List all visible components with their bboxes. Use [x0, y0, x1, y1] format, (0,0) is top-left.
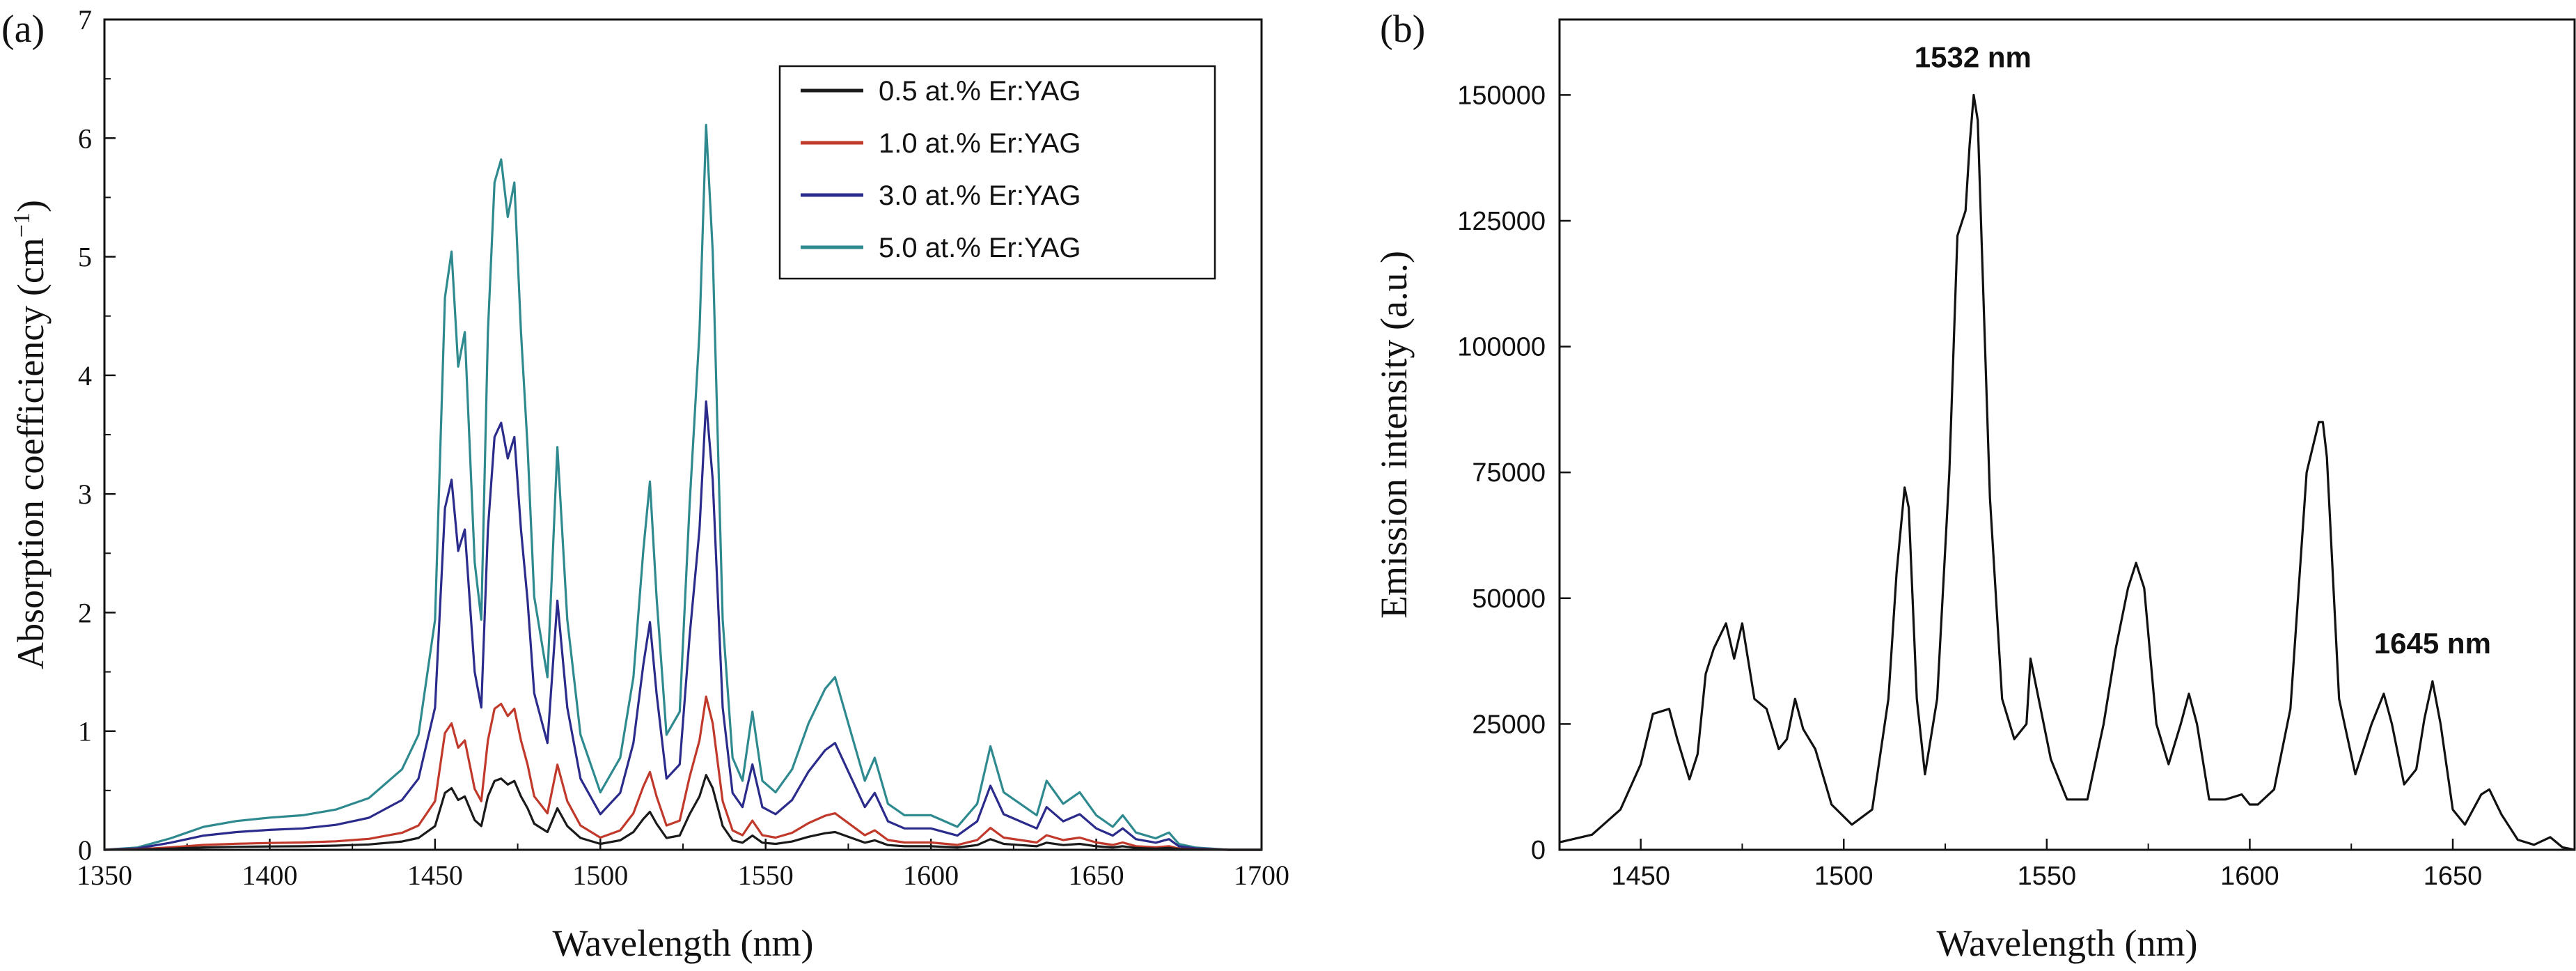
y-axis-title-a-sup: −1 [9, 212, 35, 238]
y-axis-title-a-main: Absorption coefficiency (cm [10, 238, 52, 669]
panel-b: (b) 1450 1500 1550 1600 1650 0 25000 50000 75000… [1373, 8, 2576, 964]
y-tick-label-a-2: 2 [78, 597, 92, 628]
x-tick-label-a-1450: 1450 [407, 860, 463, 891]
x-tick-label-a-1400: 1400 [242, 860, 297, 891]
legend-label-1.0: 1.0 at.% Er:YAG [879, 128, 1081, 159]
x-tick-label-b-1500: 1500 [1814, 862, 1874, 891]
plot-a-series [104, 123, 1262, 851]
x-tick-label-b-1450: 1450 [1611, 862, 1670, 891]
y-axis-title-a-close: ) [10, 200, 52, 212]
plot-b-annotations: 1532 nm 1645 nm [1915, 40, 2491, 660]
series-line-3.0-er-yag [104, 400, 1262, 851]
legend-a: 0.5 at.% Er:YAG 1.0 at.% Er:YAG 3.0 at.%… [778, 65, 1216, 280]
x-tick-label-b-1600: 1600 [2220, 862, 2279, 891]
annotation-1532-nm: 1532 nm [1915, 40, 2032, 73]
x-tick-label-a-1650: 1650 [1069, 860, 1124, 891]
series-line-1.0-er-yag [104, 695, 1262, 851]
y-tick-label-a-1: 1 [78, 716, 92, 747]
y-tick-label-b-100000: 100000 [1457, 333, 1546, 362]
panel-a: (a) 1350 1400 1450 1500 1550 1600 1650 1700 0 1 2 3… [1, 4, 1289, 964]
x-tick-label-a-1350: 1350 [77, 860, 132, 891]
y-tick-label-b-0: 0 [1531, 836, 1546, 865]
x-tick-label-b-1650: 1650 [2424, 862, 2483, 891]
y-tick-label-a-5: 5 [78, 242, 92, 273]
y-tick-label-b-125000: 125000 [1457, 207, 1546, 236]
y-tick-label-a-6: 6 [78, 123, 92, 154]
y-tick-label-a-7: 7 [78, 4, 92, 36]
y-tick-label-a-0: 0 [78, 834, 92, 866]
plot-a-ticks: 1350 1400 1450 1500 1550 1600 1650 1700 0 1 2 3 4 5 6 7 [77, 4, 1289, 891]
y-tick-label-a-4: 4 [78, 360, 92, 391]
x-tick-label-a-1550: 1550 [738, 860, 794, 891]
y-tick-label-a-3: 3 [78, 479, 92, 510]
x-axis-title-a: Wavelength (nm) [552, 922, 813, 964]
panel-a-label: (a) [1, 8, 45, 51]
x-axis-title-b: Wavelength (nm) [1936, 922, 2197, 964]
plot-b-series [1559, 93, 2575, 851]
legend-a-box [778, 65, 1216, 280]
x-tick-label-a-1600: 1600 [903, 860, 959, 891]
series-line-0.5-er-yag [104, 774, 1262, 851]
series-line-emission [1559, 93, 2575, 851]
x-tick-label-b-1550: 1550 [2018, 862, 2077, 891]
y-tick-label-b-150000: 150000 [1457, 81, 1546, 110]
plot-b-ticks: 1450 1500 1550 1600 1650 0 25000 50000 75000 1000… [1457, 81, 2482, 891]
legend-label-3.0: 3.0 at.% Er:YAG [879, 180, 1081, 211]
legend-label-5.0: 5.0 at.% Er:YAG [879, 233, 1081, 263]
legend-label-0.5: 0.5 at.% Er:YAG [879, 76, 1081, 107]
plot-b-frame [1558, 18, 2576, 851]
series-line-5.0-er-yag [104, 123, 1262, 851]
x-tick-label-a-1500: 1500 [572, 860, 628, 891]
y-axis-title-b: Emission intensity (a.u.) [1373, 251, 1415, 619]
x-tick-label-a-1700: 1700 [1234, 860, 1289, 891]
y-tick-label-b-75000: 75000 [1472, 458, 1546, 488]
y-tick-label-b-50000: 50000 [1472, 584, 1546, 614]
y-axis-title-a: Absorption coefficiency (cm−1) [9, 200, 52, 669]
y-tick-label-b-25000: 25000 [1472, 710, 1546, 739]
annotation-1645-nm: 1645 nm [2374, 627, 2491, 660]
panel-b-label: (b) [1380, 8, 1425, 51]
